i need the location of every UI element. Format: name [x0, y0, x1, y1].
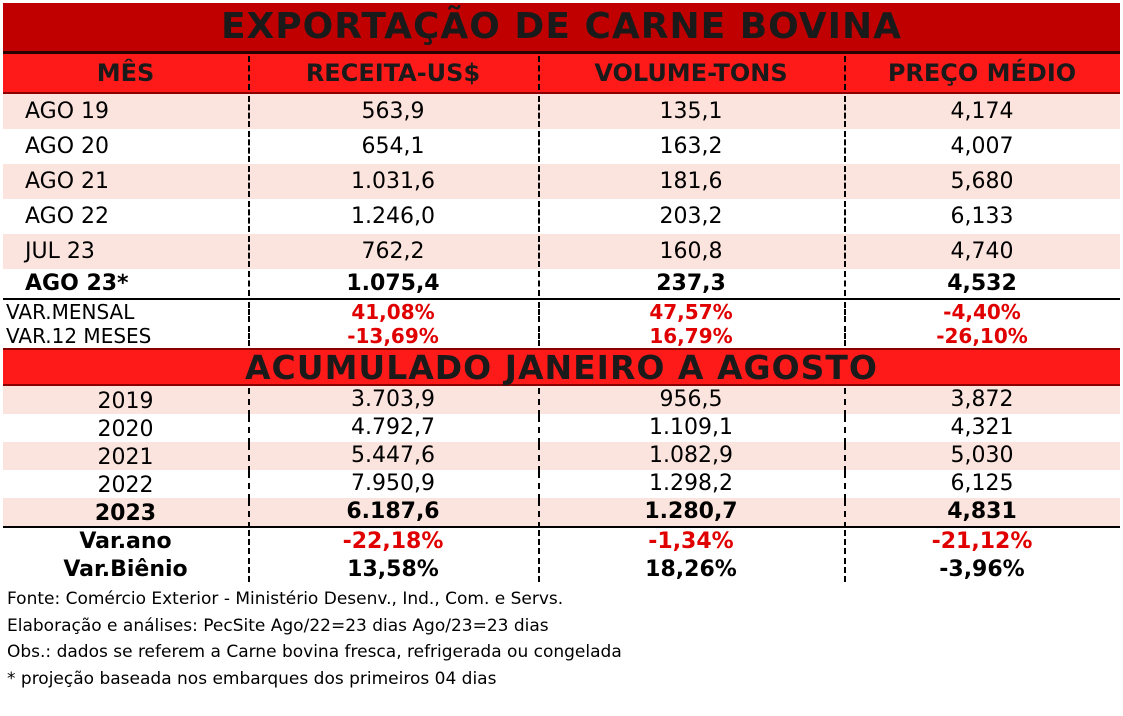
table-row: AGO 21 1.031,6 181,6 5,680: [3, 164, 1120, 199]
year-label: 2023: [94, 501, 157, 526]
volume-cell: 1.109,1: [538, 414, 844, 446]
receita-cell: 1.246,0: [248, 199, 538, 234]
summary-row: Var.Biênio 13,58% 18,26% -3,96%: [3, 556, 1120, 584]
summary-label: Var.ano: [79, 529, 172, 554]
volume-cell: 956,5: [538, 386, 844, 418]
receita-cell: 1.031,6: [248, 164, 538, 199]
receita-cell: 654,1: [248, 129, 538, 164]
volume-summary: 18,26%: [538, 556, 844, 584]
volume-cell: 163,2: [538, 129, 844, 164]
receita-cell: 6.187,6: [248, 498, 538, 530]
receita-variation: 41,08%: [248, 300, 538, 324]
volume-cell: 1.082,9: [538, 442, 844, 474]
year-label: 2020: [97, 417, 154, 442]
volume-cell: 1.280,7: [538, 498, 844, 530]
volume-cell: 1.298,2: [538, 470, 844, 502]
variation-label: VAR.12 MESES: [6, 324, 152, 348]
header-mes: MÊS: [96, 59, 155, 87]
preco-cell: 5,030: [844, 442, 1120, 474]
preco-variation: -4,40%: [844, 300, 1120, 324]
volume-cell: 181,6: [538, 164, 844, 199]
preco-cell: 4,174: [844, 94, 1120, 129]
receita-cell: 3.703,9: [248, 386, 538, 418]
table-row: AGO 20 654,1 163,2 4,007: [3, 129, 1120, 164]
preco-cell: 4,831: [844, 498, 1120, 530]
source-note: Fonte: Comércio Exterior - Ministério De…: [7, 589, 564, 609]
table-row: 2020 4.792,7 1.109,1 4,321: [3, 414, 1120, 444]
preco-summary: -21,12%: [844, 528, 1120, 556]
section-title: ACUMULADO JANEIRO A AGOSTO: [3, 348, 1120, 386]
variation-row: VAR.12 MESES -13,69% 16,79% -26,10%: [3, 324, 1120, 348]
projection-note: * projeção baseada nos embarques dos pri…: [7, 668, 497, 689]
month-label: AGO 23*: [25, 271, 129, 296]
year-label: 2022: [97, 473, 154, 498]
preco-cell: 4,740: [844, 234, 1120, 269]
preco-summary: -3,96%: [844, 556, 1120, 584]
preco-cell: 6,125: [844, 470, 1120, 502]
volume-cell: 160,8: [538, 234, 844, 269]
variation-label: VAR.MENSAL: [6, 300, 135, 324]
volume-variation: 47,57%: [538, 300, 844, 324]
table-row: 2019 3.703,9 956,5 3,872: [3, 386, 1120, 416]
column-headers: MÊS RECEITA-US$ VOLUME-TONS PREÇO MÉDIO: [3, 54, 1120, 94]
export-table: EXPORTAÇÃO DE CARNE BOVINA MÊS RECEITA-U…: [3, 3, 1120, 692]
preco-cell: 3,872: [844, 386, 1120, 418]
summary-label: Var.Biênio: [63, 557, 188, 582]
preco-cell: 6,133: [844, 199, 1120, 234]
receita-cell: 5.447,6: [248, 442, 538, 474]
month-label: AGO 20: [25, 134, 110, 159]
month-label: AGO 19: [25, 99, 110, 124]
summary-row: Var.ano -22,18% -1,34% -21,12%: [3, 526, 1120, 556]
footnotes: Fonte: Comércio Exterior - Ministério De…: [3, 586, 1120, 692]
volume-cell: 203,2: [538, 199, 844, 234]
table-row: AGO 19 563,9 135,1 4,174: [3, 94, 1120, 129]
header-receita: RECEITA-US$: [248, 54, 538, 92]
volume-cell: 135,1: [538, 94, 844, 129]
table-row: JUL 23 762,2 160,8 4,740: [3, 234, 1120, 269]
receita-cell: 1.075,4: [248, 269, 538, 298]
analysis-note: Elaboração e análises: PecSite Ago/22=23…: [7, 615, 549, 636]
preco-cell: 5,680: [844, 164, 1120, 199]
table-row: 2022 7.950,9 1.298,2 6,125: [3, 470, 1120, 500]
table-row-highlight: AGO 23* 1.075,4 237,3 4,532: [3, 269, 1120, 298]
month-label: AGO 21: [25, 169, 110, 194]
volume-variation: 16,79%: [538, 324, 844, 348]
month-label: AGO 22: [25, 204, 110, 229]
table-row-highlight: 2023 6.187,6 1.280,7 4,831: [3, 498, 1120, 528]
receita-cell: 563,9: [248, 94, 538, 129]
header-preco: PREÇO MÉDIO: [844, 54, 1120, 92]
preco-cell: 4,532: [844, 269, 1120, 298]
receita-variation: -13,69%: [248, 324, 538, 348]
year-label: 2019: [97, 389, 154, 414]
month-label: JUL 23: [25, 239, 95, 264]
table-title: EXPORTAÇÃO DE CARNE BOVINA: [3, 3, 1120, 54]
preco-variation: -26,10%: [844, 324, 1120, 348]
receita-cell: 762,2: [248, 234, 538, 269]
receita-cell: 4.792,7: [248, 414, 538, 446]
header-volume: VOLUME-TONS: [538, 54, 844, 92]
table-row: AGO 22 1.246,0 203,2 6,133: [3, 199, 1120, 234]
receita-summary: -22,18%: [248, 528, 538, 556]
receita-summary: 13,58%: [248, 556, 538, 584]
observation-note: Obs.: dados se referem a Carne bovina fr…: [7, 642, 622, 662]
receita-cell: 7.950,9: [248, 470, 538, 502]
year-label: 2021: [97, 445, 154, 470]
preco-cell: 4,007: [844, 129, 1120, 164]
table-row: 2021 5.447,6 1.082,9 5,030: [3, 442, 1120, 472]
volume-cell: 237,3: [538, 269, 844, 298]
preco-cell: 4,321: [844, 414, 1120, 446]
volume-summary: -1,34%: [538, 528, 844, 556]
variation-row: VAR.MENSAL 41,08% 47,57% -4,40%: [3, 298, 1120, 324]
